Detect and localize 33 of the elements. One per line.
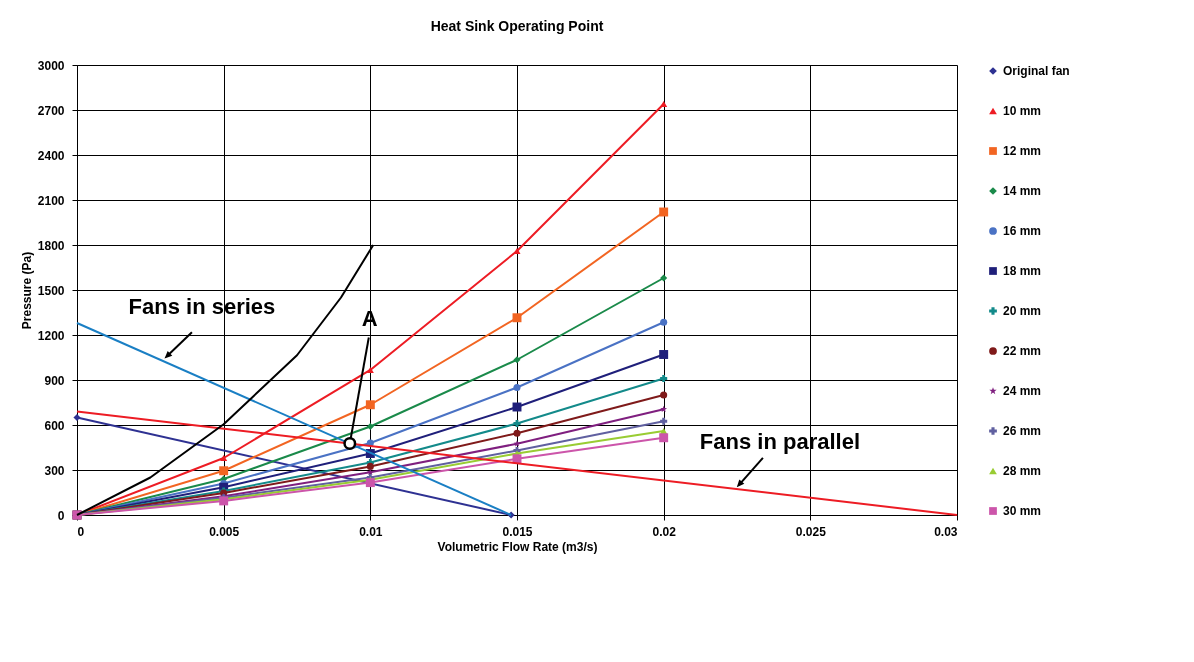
y-tick-label: 300 bbox=[44, 463, 65, 478]
x-tick-label: 0.015 bbox=[502, 524, 533, 539]
y-tick-label: 1800 bbox=[37, 238, 65, 253]
legend-label: 20 mm bbox=[1003, 304, 1042, 318]
legend-label: 26 mm bbox=[1003, 424, 1042, 438]
legend-label: 18 mm bbox=[1003, 264, 1042, 278]
y-tick-label: 3000 bbox=[37, 58, 65, 73]
y-tick-label: 1500 bbox=[37, 283, 65, 298]
legend-label: 24 mm bbox=[1003, 384, 1042, 398]
y-tick-label: 2400 bbox=[37, 148, 65, 163]
y-tick-label: 2700 bbox=[37, 103, 65, 118]
legend-label: Original fan bbox=[1003, 64, 1070, 78]
y-tick-label: 900 bbox=[44, 373, 65, 388]
x-tick-label: 0.005 bbox=[209, 524, 240, 539]
y-tick-label: 1200 bbox=[37, 328, 65, 343]
x-tick-label: 0.01 bbox=[359, 524, 383, 539]
y-tick-label: 0 bbox=[57, 508, 65, 523]
legend-label: 28 mm bbox=[1003, 464, 1042, 478]
legend-label: 12 mm bbox=[1003, 144, 1042, 158]
legend-label: 14 mm bbox=[1003, 184, 1042, 198]
legend-label: 10 mm bbox=[1003, 104, 1042, 118]
x-tick-label: 0 bbox=[77, 524, 85, 539]
y-tick-label: 2100 bbox=[37, 193, 65, 208]
legend-label: 30 mm bbox=[1003, 504, 1042, 518]
y-tick-label: 600 bbox=[44, 418, 65, 433]
x-tick-label: 0.025 bbox=[795, 524, 827, 539]
x-tick-label: 0.03 bbox=[934, 524, 958, 539]
x-tick-label: 0.02 bbox=[652, 524, 677, 539]
chart-title: Heat Sink Operating Point bbox=[430, 18, 604, 34]
x-axis-title: Volumetric Flow Rate (m3/s) bbox=[437, 539, 598, 554]
y-axis-title: Pressure (Pa) bbox=[19, 251, 34, 330]
legend-label: 16 mm bbox=[1003, 224, 1042, 238]
legend-label: 22 mm bbox=[1003, 344, 1042, 358]
